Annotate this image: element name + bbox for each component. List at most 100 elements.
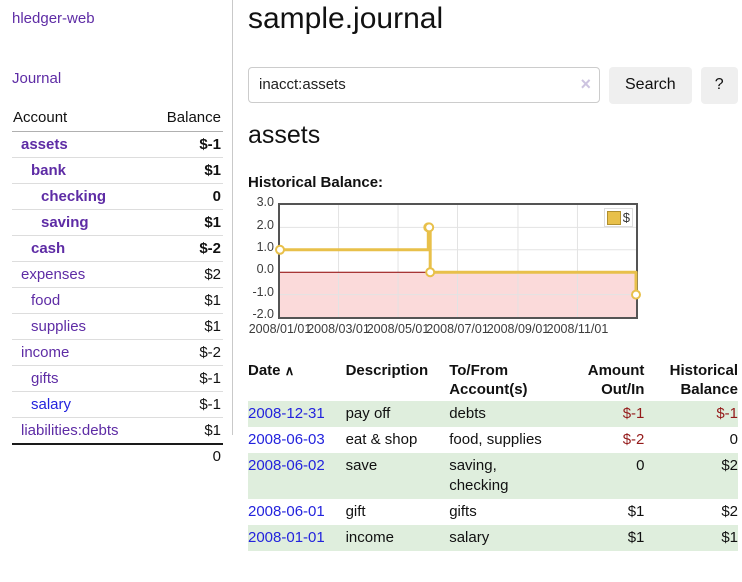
account-link-liabilities-debts[interactable]: liabilities:debts: [21, 422, 119, 439]
register-row: 2008-06-01 gift gifts $1 $2: [248, 499, 738, 525]
account-link-income[interactable]: income: [21, 344, 70, 361]
account-balance: $1: [149, 287, 223, 314]
account-name-cell: checking: [12, 183, 150, 210]
account-link-bank[interactable]: bank: [31, 162, 67, 179]
chart-title: Historical Balance:: [248, 174, 384, 192]
account-row: assets $-1: [12, 131, 223, 158]
account-row: checking 0: [12, 183, 223, 210]
transaction-accounts: debts: [449, 405, 486, 423]
transaction-balance: $1: [721, 529, 738, 547]
transaction-amount: $-2: [622, 431, 645, 449]
search-form: × Search ?: [248, 66, 742, 104]
transaction-accounts: salary: [449, 529, 490, 547]
y-axis-tick: 0.0: [256, 262, 274, 277]
legend-swatch-icon: [606, 210, 621, 225]
x-axis-tick: 2008/07/01: [426, 322, 489, 337]
account-link-cash[interactable]: cash: [31, 240, 66, 257]
x-axis-tick: 2008/05/01: [366, 322, 430, 337]
balance-chart: $ 3.0 2.0 1.0 0.0 -1.0 -2.0 2008/01/01 2008/03/…: [248, 195, 742, 338]
account-link-assets[interactable]: assets: [21, 136, 68, 153]
transaction-amount: $-1: [622, 405, 645, 423]
transaction-date-link[interactable]: 2008-12-31: [248, 405, 325, 423]
register-row: 2008-12-31 pay off debts $-1 $-1: [248, 401, 738, 428]
register-row: 2008-01-01 income salary $1 $1: [248, 525, 738, 552]
register-table: Date ∧ Description To/From Account(s) Am…: [248, 359, 738, 552]
accounts-col-account: Account: [12, 105, 150, 132]
transaction-date-link[interactable]: 2008-06-01: [248, 503, 325, 521]
accounts-total-value: 0: [149, 443, 223, 468]
transaction-description: save: [345, 457, 378, 475]
transaction-accounts: food, supplies: [449, 431, 542, 449]
account-balance: $-1: [149, 131, 223, 158]
account-name-cell: bank: [12, 157, 150, 184]
transaction-date-link[interactable]: 2008-06-03: [248, 431, 325, 449]
clear-search-icon[interactable]: ×: [580, 73, 591, 94]
x-axis-tick: 2008/09/01: [486, 322, 550, 337]
sidebar: hledger-web Journal Account Balance asse…: [0, 0, 232, 468]
account-link-supplies[interactable]: supplies: [31, 318, 87, 335]
account-balance: $-2: [149, 339, 223, 366]
data-point-marker: [275, 245, 285, 256]
account-name-cell: saving: [12, 209, 150, 236]
account-balance: $2: [149, 261, 223, 288]
help-button[interactable]: ?: [700, 66, 738, 104]
account-name-cell: liabilities:debts: [12, 418, 149, 445]
transaction-amount: $1: [627, 503, 645, 521]
account-link-checking[interactable]: checking: [41, 188, 107, 205]
account-name-cell: food: [12, 287, 150, 314]
legend-label: $: [622, 210, 630, 226]
transaction-accounts: saving, checking: [449, 457, 509, 495]
sidebar-divider: [232, 0, 233, 435]
transaction-balance: $2: [721, 457, 738, 475]
account-row: bank $1: [12, 157, 223, 184]
account-link-saving[interactable]: saving: [41, 214, 89, 231]
brand-link[interactable]: hledger-web: [12, 10, 95, 27]
transaction-date-cell: 2008-06-01: [248, 499, 346, 525]
transaction-amount: 0: [636, 457, 645, 475]
account-row: supplies $1: [12, 313, 223, 340]
register-header-row: Date ∧ Description To/From Account(s) Am…: [248, 359, 738, 401]
sidebar-item-journal[interactable]: Journal: [12, 70, 62, 87]
transaction-date-link[interactable]: 2008-01-01: [248, 529, 325, 547]
account-row: salary $-1: [12, 391, 223, 418]
register-col-date[interactable]: Date ∧: [248, 362, 295, 380]
account-row: liabilities:debts $1: [12, 418, 223, 445]
account-row: food $1: [12, 287, 223, 314]
transaction-accounts: gifts: [449, 503, 477, 521]
chart-canvas: [275, 205, 641, 318]
chart-legend: $: [603, 208, 633, 228]
y-axis-tick: 3.0: [256, 195, 274, 210]
transaction-description: pay off: [345, 405, 391, 423]
plot-area: $: [275, 203, 641, 320]
y-axis-tick: -2.0: [252, 307, 274, 322]
accounts-header-row: Account Balance: [12, 105, 223, 132]
transaction-date-cell: 2008-12-31: [248, 401, 346, 427]
account-link-food[interactable]: food: [31, 292, 61, 309]
account-link-expenses[interactable]: expenses: [21, 266, 86, 283]
page-title: sample.journal: [248, 2, 444, 35]
transaction-date-link[interactable]: 2008-06-02: [248, 457, 325, 475]
account-balance: $1: [204, 422, 221, 439]
account-balance: $-1: [149, 365, 223, 392]
accounts-total-row: 0: [12, 443, 223, 468]
account-link-gifts[interactable]: gifts: [31, 370, 59, 387]
search-button[interactable]: Search: [609, 66, 692, 104]
account-balance: $1: [149, 313, 223, 340]
register-col-amount: Amount Out/In: [587, 362, 645, 399]
transaction-description: income: [345, 529, 394, 547]
transaction-amount: $1: [627, 529, 645, 547]
account-name-cell: supplies: [12, 313, 150, 340]
x-axis-tick: 2008/03/01: [307, 322, 370, 337]
y-axis-tick: 1.0: [256, 240, 274, 255]
transaction-description: gift: [345, 503, 366, 521]
y-axis-tick: -1.0: [252, 284, 274, 299]
transaction-description: eat & shop: [345, 431, 418, 449]
account-link-salary[interactable]: salary: [31, 396, 72, 413]
account-name-cell: assets: [12, 131, 150, 158]
account-balance: $-1: [149, 391, 223, 418]
transaction-date-cell: 2008-01-01: [248, 525, 346, 551]
register-col-accounts: To/From Account(s): [449, 362, 528, 399]
account-name-cell: salary: [12, 391, 150, 418]
account-balance: $-2: [149, 235, 223, 262]
search-input[interactable]: [248, 66, 600, 103]
